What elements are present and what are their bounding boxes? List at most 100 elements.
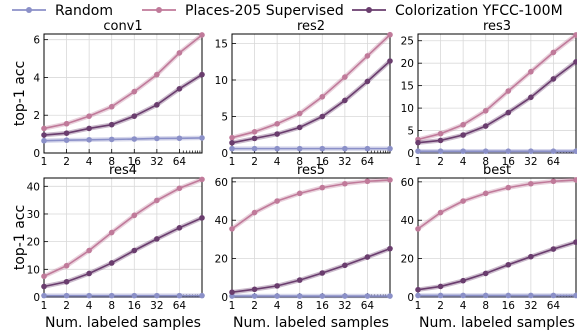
data-point [63, 120, 70, 127]
panel-title: res5 [297, 163, 325, 178]
data-point [108, 229, 115, 236]
series-line [43, 34, 203, 130]
x-tick-label: 4 [86, 300, 93, 312]
x-tick-label: 8 [482, 156, 489, 168]
data-point [131, 113, 138, 119]
panel-res5: 1 2 4 8 16 32 64 0 20 40 60 res5 Num. labeled sample… [215, 163, 393, 331]
data-point [437, 292, 444, 299]
data-point [550, 148, 557, 155]
data-point [86, 136, 92, 143]
y-tick-label: 15 [215, 38, 228, 50]
data-point [387, 293, 393, 299]
y-tick-label: 15 [401, 81, 414, 93]
x-tick-label: 2 [63, 156, 70, 168]
data-point [108, 292, 115, 299]
data-point [296, 190, 303, 197]
data-point [460, 277, 466, 284]
data-point [63, 130, 70, 136]
data-point [274, 145, 280, 152]
series-random [415, 148, 577, 155]
data-point [387, 177, 393, 183]
y-tick-label: 20 [401, 254, 414, 266]
x-tick-label: 64 [173, 156, 187, 168]
data-point [342, 293, 348, 299]
data-point [131, 88, 138, 95]
data-point [342, 74, 348, 80]
data-point [199, 176, 205, 183]
x-tick-label: 32 [338, 300, 351, 312]
panel-res3: 1 2 4 8 16 32 64 0 5 10 15 20 25 res3 [401, 19, 577, 168]
data-point [528, 94, 534, 101]
data-point [437, 137, 444, 144]
x-tick-label: 64 [361, 156, 375, 168]
data-point [505, 261, 512, 268]
data-point [482, 123, 489, 129]
data-point [41, 125, 47, 132]
x-tick-label: 32 [524, 156, 537, 168]
data-point [251, 135, 258, 142]
series-random [229, 145, 393, 152]
data-point [319, 93, 326, 100]
data-point [482, 292, 489, 299]
y-axis-label: top-1 acc [12, 205, 28, 270]
data-point [86, 125, 92, 132]
series-colorization-yfcc-100m [415, 59, 577, 146]
series-line [43, 217, 203, 288]
series-line [43, 178, 203, 277]
data-point [131, 292, 138, 299]
x-tick-label: 1 [415, 156, 422, 168]
x-tick-label: 64 [547, 156, 561, 168]
data-point [229, 145, 235, 152]
y-tick-label: 0 [33, 148, 40, 160]
data-point [154, 71, 160, 78]
data-point [176, 50, 183, 56]
plot-frame [231, 33, 391, 154]
data-point [154, 197, 160, 204]
data-point [274, 131, 280, 137]
y-tick-label: 20 [27, 237, 40, 249]
data-point [108, 121, 115, 128]
data-point [437, 283, 444, 290]
data-point [41, 273, 47, 280]
x-tick-label: 4 [86, 156, 93, 168]
data-point [364, 254, 371, 260]
data-point [296, 124, 303, 131]
x-axis-label: Num. labeled samples [233, 315, 389, 331]
series-line [417, 34, 577, 141]
data-point [63, 262, 70, 269]
x-tick-label: 8 [296, 156, 303, 168]
y-tick-label: 60 [401, 177, 414, 189]
y-tick-label: 10 [27, 264, 40, 276]
y-tick-label: 25 [401, 36, 414, 48]
series-band [230, 177, 391, 231]
data-point [63, 278, 70, 285]
data-point [319, 184, 326, 191]
legend-label: Random [55, 3, 113, 19]
data-point [415, 148, 421, 155]
data-point [274, 198, 280, 204]
data-point [86, 247, 92, 254]
series-colorization-yfcc-100m [229, 245, 393, 296]
data-point [505, 184, 512, 191]
data-point [460, 292, 466, 299]
panel-res4: 1 2 4 8 16 32 64 0 10 20 30 40 res4 Num. labeled samp… [12, 163, 205, 331]
data-point [86, 270, 92, 277]
plot-frame [417, 33, 577, 154]
data-point [387, 145, 393, 152]
y-tick-label: 2 [33, 110, 40, 122]
data-point [342, 97, 348, 104]
y-tick-label: 40 [215, 215, 228, 227]
data-point [296, 110, 303, 117]
x-tick-label: 64 [547, 300, 561, 312]
data-point [296, 145, 303, 152]
data-point [251, 145, 258, 152]
data-point [342, 145, 348, 152]
series-places-205-supervised [41, 176, 205, 280]
data-point [482, 190, 489, 197]
data-point [199, 215, 205, 221]
x-tick-label: 16 [316, 156, 330, 168]
data-point [319, 270, 326, 276]
y-tick-label: 0 [221, 292, 228, 304]
data-point [528, 292, 534, 299]
series-places-205-supervised [415, 32, 577, 143]
